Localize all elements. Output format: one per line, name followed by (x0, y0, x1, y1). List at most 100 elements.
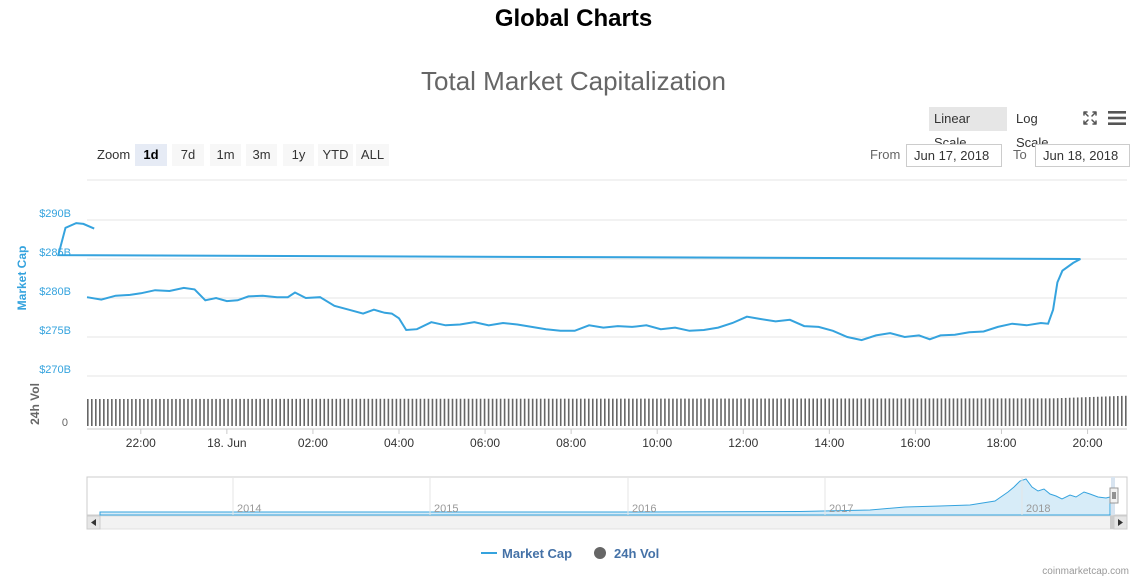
volume-bar (227, 398, 229, 426)
volume-bar (704, 398, 706, 426)
volume-bar (171, 398, 173, 426)
handle-icon[interactable] (1109, 487, 1119, 504)
volume-bar (676, 398, 678, 426)
volume-bar (587, 398, 590, 426)
chart-title: Total Market Capitalization (421, 66, 726, 96)
volume-bar (91, 398, 93, 426)
volume-bar (652, 398, 654, 426)
zoom-button-3m[interactable]: 3m (246, 144, 277, 166)
arrow-left-icon[interactable] (86, 515, 101, 530)
volume-bar (351, 398, 354, 426)
x-tick-label: 10:00 (642, 436, 672, 450)
volume-bar (1100, 396, 1103, 426)
volume-bar (672, 398, 674, 426)
volume-bar (335, 398, 338, 426)
zoom-button-1y[interactable]: 1y (283, 144, 314, 166)
volume-bar (684, 398, 686, 426)
fullscreen-icon[interactable] (1082, 110, 1098, 126)
from-date-input[interactable] (906, 144, 1002, 167)
volume-bar (632, 398, 634, 426)
volume-bar (523, 398, 526, 426)
volume-bar (740, 398, 742, 426)
volume-bar (780, 398, 782, 426)
volume-bar (275, 398, 277, 426)
zoom-button-1m[interactable]: 1m (210, 144, 241, 166)
volume-bar (527, 398, 530, 426)
legend-label-market-cap: Market Cap (502, 546, 572, 561)
volume-bar (427, 398, 430, 426)
volume-bar (620, 398, 622, 426)
credits-link[interactable]: coinmarketcap.com (1042, 566, 1129, 577)
volume-bar (567, 398, 570, 426)
volume-bar (519, 398, 522, 426)
navigator-tick-label: 2015 (434, 503, 458, 515)
volume-bar (1008, 398, 1011, 426)
scrollbar-thumb[interactable] (1110, 516, 1116, 529)
volume-bar (852, 398, 855, 426)
volume-bar (159, 398, 161, 426)
volume-bar (219, 398, 221, 426)
volume-bar (988, 398, 991, 426)
volume-bar (660, 398, 662, 426)
x-tick-label: 04:00 (384, 436, 414, 450)
grid (87, 179, 1127, 430)
volume-bar (99, 398, 101, 426)
volume-bar (387, 398, 390, 426)
volume-bar (1056, 398, 1059, 426)
x-tick-label: 02:00 (298, 436, 328, 450)
volume-bar (443, 398, 446, 426)
navigator[interactable]: 2014 2015 2016 2017 2018 (86, 476, 1128, 516)
y-axis-label: Market Cap (15, 246, 29, 311)
zoom-button-all[interactable]: ALL (356, 144, 389, 166)
volume-bar (463, 398, 466, 426)
page-title: Global Charts (494, 5, 653, 32)
volume-bar (243, 398, 245, 426)
volume-bar (804, 398, 806, 426)
volume-bar (455, 398, 458, 426)
volume-bar (944, 398, 947, 426)
zoom-button-ytd[interactable]: YTD (318, 144, 353, 166)
volume-bar (904, 398, 907, 426)
zoom-button-7d[interactable]: 7d (172, 144, 204, 166)
legend-item-24h-vol[interactable]: 24h Vol (594, 546, 659, 561)
volume-bar (255, 398, 257, 426)
to-date-input[interactable] (1035, 144, 1130, 167)
volume-bar (199, 398, 201, 426)
volume-bar (1096, 396, 1099, 426)
volume-bar (295, 398, 298, 426)
volume-bar (980, 398, 983, 426)
volume-bar (1016, 398, 1019, 426)
volume-bar (712, 398, 714, 426)
arrow-right-icon[interactable] (1113, 515, 1128, 530)
scrollbar[interactable] (86, 515, 1128, 530)
volume-bar (1048, 398, 1051, 426)
volume-bar (539, 398, 542, 426)
volume-bar (299, 398, 302, 426)
volume-bar (559, 398, 562, 426)
volume-bar (151, 398, 153, 426)
volume-bar (431, 398, 434, 426)
volume-bar (127, 398, 129, 426)
volume-bar (271, 398, 273, 426)
volume-bar (764, 398, 766, 426)
volume-bar (760, 398, 762, 426)
menu-icon[interactable] (1107, 110, 1127, 126)
x-tick-label: 20:00 (1073, 436, 1103, 450)
x-tick-label: 22:00 (126, 436, 156, 450)
volume-bar (820, 398, 823, 426)
volume-bar (840, 398, 843, 426)
volume-bar (247, 398, 249, 426)
zoom-button-1d[interactable]: 1d (135, 144, 167, 166)
volume-bar (756, 398, 758, 426)
volume-bar (111, 398, 113, 426)
volume-bar (880, 398, 883, 426)
legend-marker-vol (594, 547, 606, 559)
volume-bar (872, 398, 875, 426)
volume-bar (736, 398, 738, 426)
volume-bar (179, 398, 181, 426)
volume-bar (119, 398, 121, 426)
legend-item-market-cap[interactable]: Market Cap (481, 546, 572, 561)
to-label: To (1013, 147, 1027, 162)
volume-bar (1104, 396, 1107, 426)
volume-bar (231, 398, 233, 426)
